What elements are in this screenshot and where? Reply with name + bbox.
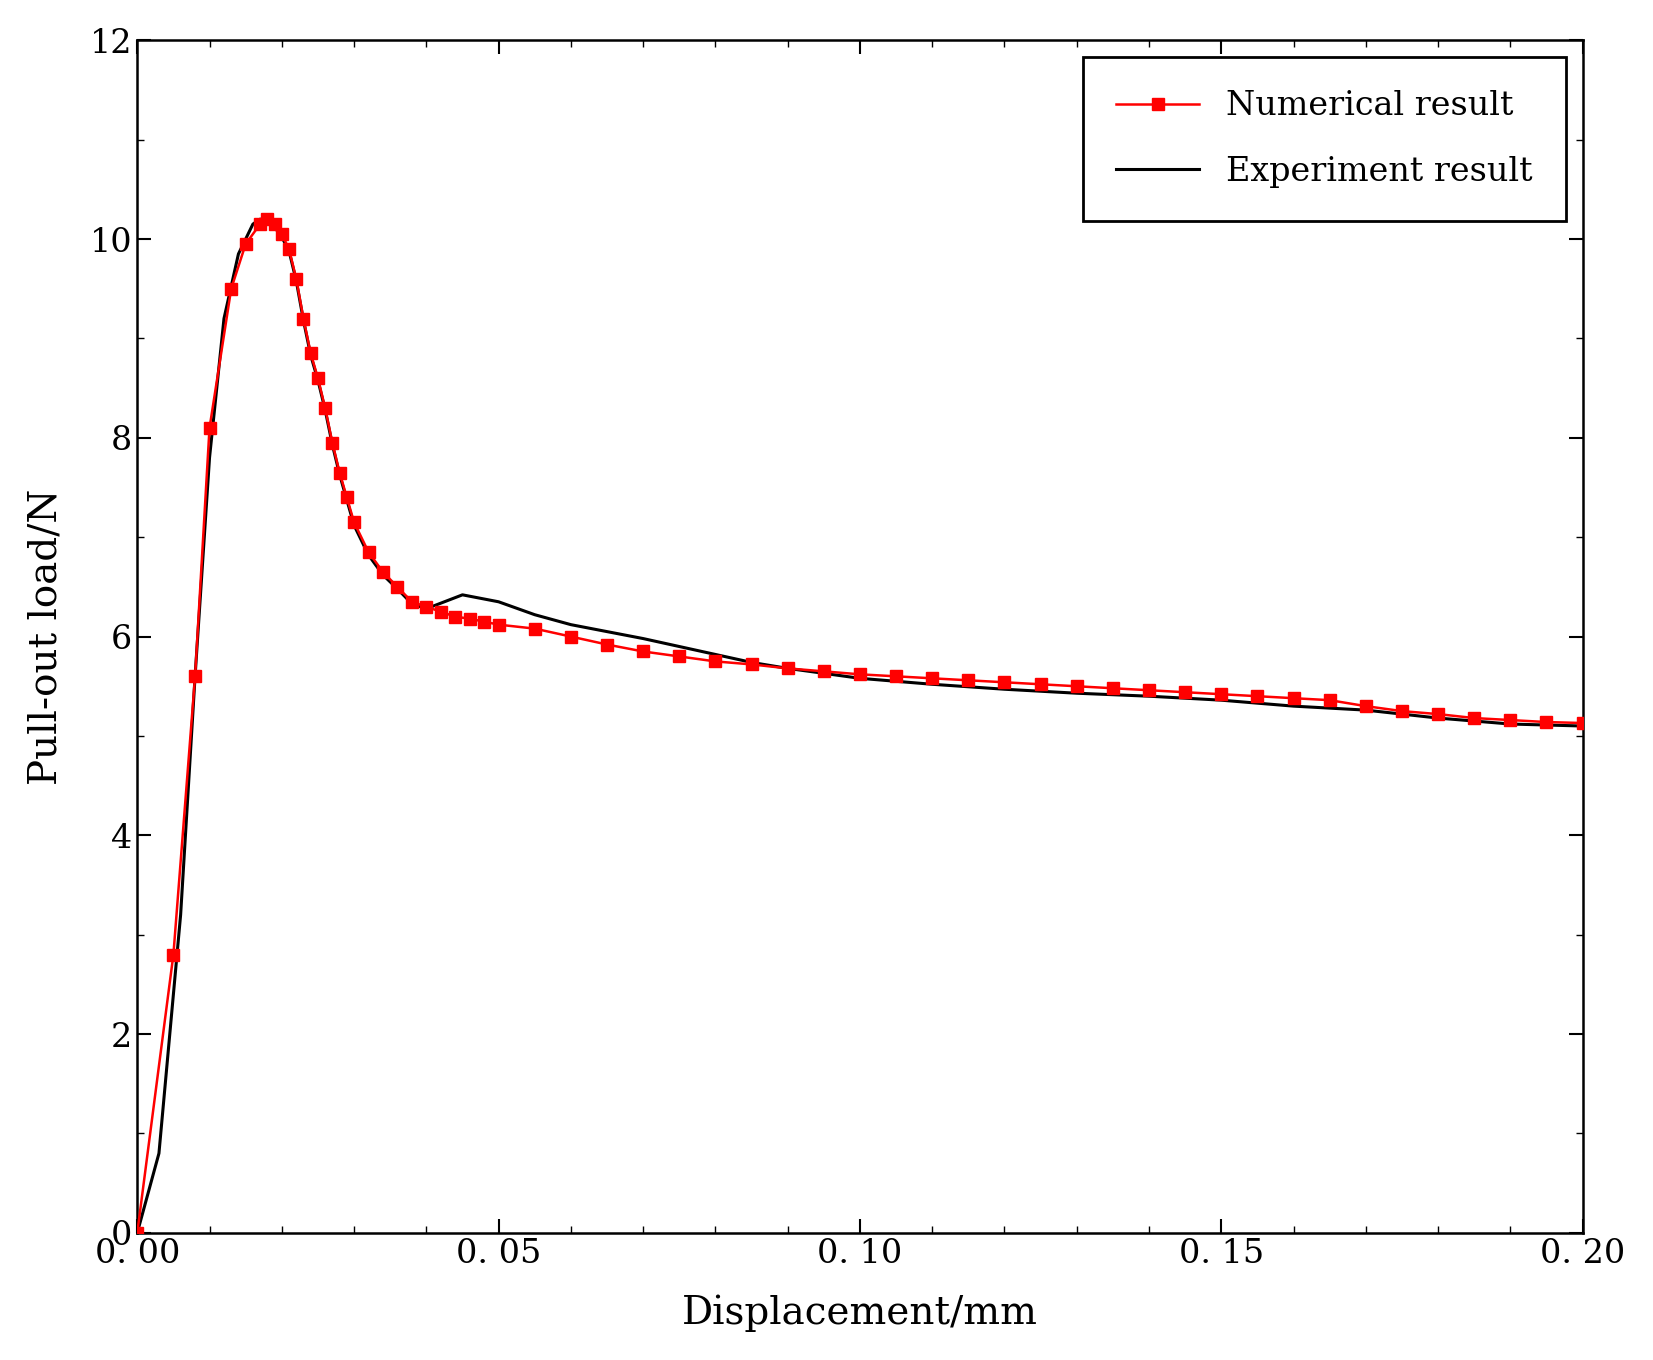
Experiment result	[170, 907, 190, 923]
Experiment result	[359, 547, 379, 563]
Experiment result	[271, 228, 291, 245]
Experiment result	[316, 401, 336, 418]
Experiment result	[185, 668, 205, 684]
Experiment result	[850, 670, 869, 687]
Experiment result	[489, 593, 509, 609]
Experiment result	[402, 596, 422, 612]
Experiment result	[779, 660, 798, 676]
Experiment result	[149, 1145, 169, 1161]
Experiment result	[250, 211, 269, 227]
Experiment result	[279, 243, 299, 260]
Experiment result	[633, 631, 653, 647]
Experiment result	[1284, 698, 1304, 714]
Experiment result	[301, 347, 321, 363]
Experiment result	[1428, 710, 1448, 726]
Numerical result	[374, 564, 393, 581]
Experiment result	[813, 665, 833, 681]
Experiment result	[1572, 718, 1592, 734]
Experiment result	[524, 607, 544, 623]
Experiment result	[453, 586, 473, 602]
Experiment result	[215, 310, 235, 326]
Numerical result	[127, 1225, 147, 1242]
Experiment result	[1501, 715, 1521, 732]
Line: Experiment result: Experiment result	[137, 219, 1582, 1234]
Experiment result	[243, 216, 263, 233]
Experiment result	[228, 246, 248, 262]
Experiment result	[669, 638, 689, 654]
Y-axis label: Pull-out load/N: Pull-out load/N	[28, 488, 64, 785]
Experiment result	[387, 581, 407, 597]
X-axis label: Displacement/mm: Displacement/mm	[683, 1295, 1038, 1333]
Experiment result	[374, 567, 393, 583]
Experiment result	[706, 646, 726, 662]
Experiment result	[417, 601, 436, 617]
Experiment result	[1139, 688, 1159, 704]
Experiment result	[329, 466, 349, 483]
Numerical result	[322, 435, 342, 452]
Line: Numerical result: Numerical result	[132, 214, 1589, 1239]
Experiment result	[1066, 685, 1086, 702]
Experiment result	[200, 450, 220, 466]
Legend: Numerical result, Experiment result: Numerical result, Experiment result	[1083, 57, 1565, 220]
Experiment result	[995, 681, 1015, 698]
Numerical result	[1572, 715, 1592, 732]
Experiment result	[294, 313, 314, 329]
Experiment result	[742, 654, 762, 670]
Experiment result	[258, 214, 278, 230]
Experiment result	[344, 517, 364, 533]
Numerical result	[359, 544, 379, 560]
Experiment result	[286, 272, 306, 288]
Experiment result	[597, 623, 617, 639]
Experiment result	[1212, 692, 1231, 709]
Experiment result	[322, 437, 342, 453]
Numerical result	[337, 490, 357, 506]
Numerical result	[286, 271, 306, 287]
Experiment result	[922, 676, 942, 692]
Experiment result	[264, 219, 284, 235]
Numerical result	[813, 664, 833, 680]
Experiment result	[307, 373, 327, 389]
Experiment result	[127, 1225, 147, 1242]
Experiment result	[560, 616, 580, 632]
Experiment result	[1355, 702, 1375, 718]
Numerical result	[258, 211, 278, 227]
